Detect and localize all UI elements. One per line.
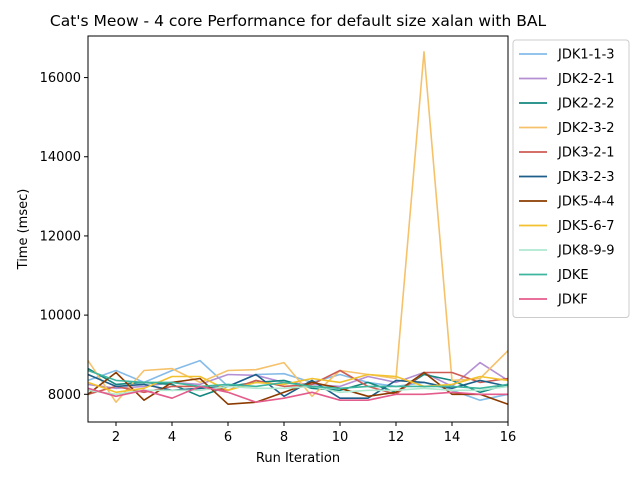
y-tick-label: 10000 <box>40 309 81 324</box>
x-tick-label: 8 <box>280 430 288 445</box>
series-line-jdke <box>87 369 509 390</box>
legend-label: JDK8-9-9 <box>557 244 615 259</box>
series-line-jdk2-3-2 <box>87 50 509 404</box>
y-axis-label: Time (msec) <box>16 189 31 271</box>
series-line-jdk3-2-1 <box>87 369 509 396</box>
legend-label: JDK5-4-4 <box>557 195 615 210</box>
legend-label: JDKE <box>557 268 589 283</box>
plot-frame <box>87 35 509 423</box>
y-axis: 8000 10000 12000 14000 16000 <box>40 71 88 403</box>
legend-label: JDK3-2-1 <box>557 146 615 161</box>
x-tick-label: 12 <box>388 430 405 445</box>
series-layer <box>87 50 509 406</box>
x-tick-label: 16 <box>500 430 517 445</box>
legend-label: JDK5-6-7 <box>557 219 615 234</box>
x-tick-label: 6 <box>224 430 232 445</box>
legend-label: JDK2-2-2 <box>557 97 615 112</box>
x-axis-label: Run Iteration <box>256 451 340 466</box>
x-tick-label: 2 <box>112 430 120 445</box>
series-line-jdk8-9-9 <box>87 385 509 396</box>
series-line-jdk2-2-1 <box>87 361 509 390</box>
x-tick-label: 4 <box>168 430 176 445</box>
x-axis: 2 4 6 8 10 12 14 16 <box>112 422 516 445</box>
legend-box <box>512 39 630 318</box>
legend-label: JDKF <box>557 293 588 308</box>
legend: JDK1-1-3 JDK2-2-1 JDK2-2-2 JDK2-3-2 JDK3-2-1… <box>512 39 630 318</box>
chart-title: Cat's Meow - 4 core Performance for defa… <box>50 12 547 30</box>
legend-label: JDK2-3-2 <box>557 121 615 136</box>
x-tick-label: 10 <box>332 430 349 445</box>
x-tick-label: 14 <box>444 430 461 445</box>
y-tick-label: 16000 <box>40 71 81 86</box>
plot-background <box>88 36 508 422</box>
y-tick-label: 12000 <box>40 229 81 244</box>
y-tick-label: 14000 <box>40 150 81 165</box>
legend-label: JDK1-1-3 <box>557 48 615 63</box>
legend-label: JDK2-2-1 <box>557 72 615 87</box>
series-line-jdkf <box>87 385 508 404</box>
y-tick-label: 8000 <box>48 388 81 403</box>
legend-label: JDK3-2-3 <box>557 170 615 185</box>
